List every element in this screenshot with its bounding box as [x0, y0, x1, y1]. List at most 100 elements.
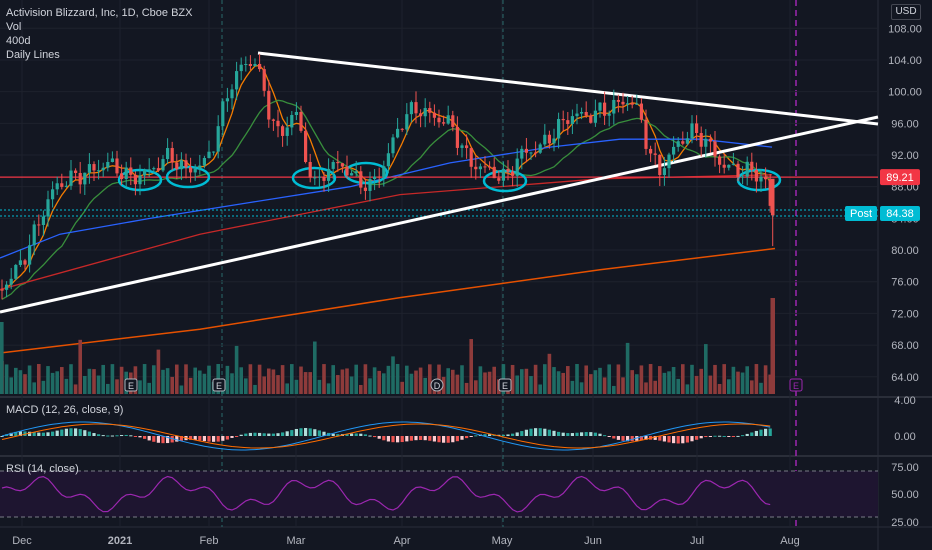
candle-body — [179, 160, 183, 170]
rsi-line — [1, 475, 771, 513]
volume-bar — [464, 382, 469, 394]
macd-histogram-bar — [580, 432, 584, 436]
macd-histogram-bar — [423, 436, 427, 441]
volume-bar — [704, 344, 708, 394]
candle-body — [745, 161, 749, 177]
macd-histogram-bar — [598, 433, 602, 436]
candle-body — [552, 138, 556, 144]
candle-body — [561, 118, 565, 121]
volume-bar — [299, 366, 303, 394]
macd-histogram-bar — [14, 431, 18, 436]
macd-histogram-bar — [345, 433, 349, 436]
volume-bar — [441, 376, 446, 394]
candle-body — [662, 168, 666, 176]
candle-body — [713, 141, 717, 157]
macd-histogram-bar — [331, 433, 335, 436]
volume-bar — [736, 371, 740, 394]
volume-bar — [50, 372, 55, 394]
macd-label[interactable]: MACD (12, 26, close, 9) — [6, 404, 124, 416]
candle-body — [478, 166, 482, 170]
candle-body — [322, 176, 326, 181]
macd-histogram-bar — [304, 428, 308, 436]
rsi-label[interactable]: RSI (14, close) — [6, 463, 79, 475]
macd-histogram-bar — [469, 436, 473, 437]
candle-body — [681, 141, 685, 144]
time-axis-label: Feb — [200, 535, 219, 547]
candle-body — [143, 169, 147, 176]
candle-body — [55, 183, 59, 190]
volume-bar — [474, 380, 478, 394]
macd-histogram-bar — [225, 436, 229, 440]
volume-bar — [239, 367, 243, 394]
volume-bar — [248, 364, 253, 394]
volume-bar — [280, 365, 285, 394]
candle-body — [414, 102, 418, 114]
volume-bar — [156, 349, 161, 394]
candle-body — [336, 162, 340, 164]
ma-400-line — [0, 247, 776, 354]
volume-bar — [340, 369, 345, 394]
macd-histogram-bar — [276, 433, 280, 436]
candle-body — [699, 133, 703, 147]
macd-histogram-bar — [501, 434, 505, 436]
macd-histogram-bar — [612, 436, 616, 439]
macd-histogram-bar — [653, 436, 657, 440]
volume-bar — [759, 382, 763, 394]
macd-histogram-bar — [110, 435, 114, 437]
volume-bar — [198, 370, 202, 394]
volume-bar — [639, 365, 644, 394]
macd-histogram-bar — [437, 436, 441, 443]
volume-bar — [552, 367, 556, 394]
candle-body — [722, 164, 726, 168]
macd-histogram-bar — [616, 436, 620, 440]
macd-histogram-bar — [667, 436, 671, 443]
volume-bar — [538, 384, 542, 394]
event-marker-label: E — [793, 381, 799, 391]
daily-lines-label[interactable]: Daily Lines — [6, 49, 60, 61]
candle-body — [580, 111, 584, 114]
macd-histogram-bar — [488, 434, 492, 436]
time-axis-label: Jul — [690, 535, 704, 547]
macd-histogram-bar — [230, 436, 234, 438]
volume-bar — [694, 375, 699, 394]
volume-bar — [262, 376, 266, 394]
macd-histogram-bar — [524, 429, 528, 436]
volume-bar — [336, 375, 340, 394]
macd-histogram-bar — [322, 431, 326, 436]
candle-body — [78, 172, 82, 185]
candle-body — [584, 111, 588, 116]
volume-bar — [377, 370, 381, 394]
price-tick-label: 100.00 — [888, 87, 922, 99]
volume-bar — [740, 372, 745, 394]
currency-badge[interactable]: USD — [891, 4, 921, 20]
volume-bar — [23, 374, 27, 394]
candle-body — [170, 148, 174, 163]
volume-bar — [763, 365, 768, 394]
volume-bar — [303, 372, 308, 394]
candle-body — [658, 154, 662, 176]
volume-indicator-label[interactable]: Vol — [6, 21, 22, 33]
volume-bar — [78, 339, 82, 394]
macd-histogram-bar — [630, 436, 634, 442]
macd-histogram-bar — [46, 432, 50, 436]
candle-body — [294, 111, 298, 116]
volume-bar — [257, 364, 262, 394]
volume-bar — [165, 368, 170, 394]
price-tick-label: 80.00 — [891, 245, 919, 257]
candle-body — [616, 99, 620, 102]
candle-body — [28, 245, 32, 265]
macd-histogram-bar — [708, 436, 712, 437]
macd-histogram-bar — [455, 436, 459, 442]
macd-histogram-bar — [400, 436, 404, 443]
candle-body — [373, 176, 377, 179]
candle-body — [511, 171, 515, 176]
signal-line — [1, 423, 771, 449]
volume-bar — [234, 345, 239, 394]
moving-average-label[interactable]: 400d — [6, 35, 31, 47]
macd-histogram-bar — [78, 429, 82, 436]
candle-body — [285, 127, 289, 136]
volume-bar — [363, 364, 368, 394]
volume-bar — [593, 370, 598, 394]
